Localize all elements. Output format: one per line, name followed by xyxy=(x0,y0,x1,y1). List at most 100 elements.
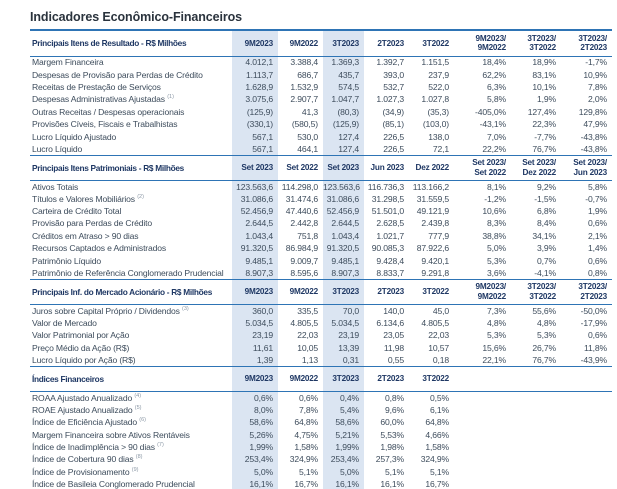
footnote-marker: (7) xyxy=(157,442,164,449)
value-cell xyxy=(561,441,612,453)
column-header: 3T2023 xyxy=(323,278,364,305)
column-header: 2T2023 xyxy=(364,365,409,392)
row-label: Receitas de Prestação de Serviços xyxy=(32,81,161,92)
value-cell: 3.388,4 xyxy=(290,57,318,68)
row-label: Preço Médio da Ação (R$) xyxy=(32,342,130,353)
value-cell: 574,5 xyxy=(323,80,364,94)
value-cell: 49.121,9 xyxy=(416,206,449,217)
table-row: ROAA Ajustado Anualizado (4) 0,6% 0,6% 0,4%… xyxy=(30,391,612,404)
value-cell xyxy=(561,478,612,489)
value-cell: 13,39 xyxy=(323,341,364,354)
value-cell: 23,19 xyxy=(323,329,364,342)
column-header: 3T2023/2T2023 xyxy=(561,278,612,305)
row-label: Créditos em Atraso > 90 dias xyxy=(32,230,139,241)
value-cell: 60,0% xyxy=(380,417,404,428)
value-cell: 58,6% xyxy=(323,415,364,429)
column-header: 9M2023/9M2022 xyxy=(454,31,511,57)
value-cell: 1.027,3 xyxy=(376,94,404,105)
value-cell: 1.628,9 xyxy=(232,80,278,94)
value-cell: 34,1% xyxy=(532,230,556,241)
value-cell: 138,0 xyxy=(428,131,449,142)
value-cell: -17,9% xyxy=(580,317,607,328)
row-label: Lucro Líquido por Ação (R$) xyxy=(32,354,136,365)
value-cell xyxy=(511,428,561,440)
value-cell: 2.644,5 xyxy=(323,217,364,230)
value-cell: 9.485,1 xyxy=(323,254,364,267)
value-cell: 16,1% xyxy=(380,478,404,489)
value-cell: 129,8% xyxy=(578,106,607,117)
value-cell: 10,1% xyxy=(532,81,556,92)
value-cell: 686,7 xyxy=(297,69,318,80)
value-cell: 1.027,8 xyxy=(421,94,449,105)
value-cell: 38,8% xyxy=(482,230,506,241)
value-cell: 91.320,5 xyxy=(232,242,278,255)
table-row: Carteira de Crédito Total 52.456,9 47.440,… xyxy=(30,204,612,218)
column-header xyxy=(454,365,511,392)
row-label: Ativos Totais xyxy=(32,181,79,192)
value-cell: 31.298,5 xyxy=(371,193,404,204)
value-cell: 253,4% xyxy=(232,453,278,466)
value-cell: 0,6% xyxy=(299,392,318,403)
value-cell: 5,1% xyxy=(430,466,449,477)
column-header xyxy=(511,365,561,392)
table-row: Índice de Cobertura 90 dias (8) 253,4% 324… xyxy=(30,453,612,466)
value-cell: 10,9% xyxy=(583,69,607,80)
column-header: Dez 2022 xyxy=(409,154,454,181)
value-cell: 0,6% xyxy=(588,255,607,266)
value-cell: -50,0% xyxy=(580,305,607,316)
table-row: Recursos Captados e Administrados 91.320,… xyxy=(30,242,612,255)
row-label: Provisões Cíveis, Fiscais e Trabalhistas xyxy=(32,119,178,130)
table-row: Juros sobre Capital Próprio / Dividendos… xyxy=(30,304,612,317)
value-cell: 86.984,9 xyxy=(285,243,318,254)
table-row: ROAE Ajustado Anualizado (5) 8,0% 7,8% 5,4%… xyxy=(30,403,612,416)
value-cell: 10,05 xyxy=(297,342,318,353)
row-label: Valor de Mercado xyxy=(32,317,97,328)
table-row: Títulos e Valores Mobiliários (2) 31.086,… xyxy=(30,192,612,205)
row-label: Títulos e Valores Mobiliários (2) xyxy=(32,193,144,204)
value-cell: 127,4 xyxy=(323,130,364,143)
value-cell: 2.442,8 xyxy=(290,218,318,229)
value-cell: 6,8% xyxy=(537,206,556,217)
column-header: Set 2023/Set 2022 xyxy=(454,154,511,181)
value-cell: -43,8% xyxy=(580,143,607,154)
value-cell: 18,9% xyxy=(532,57,556,68)
value-cell: 1.151,5 xyxy=(421,57,449,68)
value-cell: 4,8% xyxy=(487,317,506,328)
section-header-row: Principais Itens de Resultado - R$ Milhõ… xyxy=(30,31,612,57)
value-cell: 2.644,5 xyxy=(232,217,278,230)
value-cell: 31.086,6 xyxy=(323,192,364,205)
value-cell: 26,7% xyxy=(532,342,556,353)
value-cell: 76,7% xyxy=(532,143,556,154)
value-cell: (580,5) xyxy=(291,119,318,130)
value-cell: 31.559,5 xyxy=(416,193,449,204)
footnote-marker: (1) xyxy=(167,94,174,101)
value-cell: 1.047,7 xyxy=(323,93,364,106)
column-header: 9M2022 xyxy=(278,278,323,305)
table-row: Lucro Líquido por Ação (R$) 1,39 1,13 0,31 0… xyxy=(30,353,612,367)
value-cell: 1,58% xyxy=(425,441,449,452)
value-cell: 5,1% xyxy=(299,466,318,477)
row-label: Recursos Captados e Administrados xyxy=(32,243,167,254)
column-header: Set 2022 xyxy=(278,154,323,181)
value-cell: (125,9) xyxy=(323,117,364,131)
column-header: 2T2023 xyxy=(364,278,409,305)
value-cell: 1.043,4 xyxy=(232,229,278,243)
value-cell: 2,1% xyxy=(588,230,607,241)
table-row: Provisões Cíveis, Fiscais e Trabalhistas… xyxy=(30,117,612,131)
value-cell: 58,6% xyxy=(232,415,278,429)
value-cell: 72,1 xyxy=(432,143,449,154)
value-cell: 1.369,3 xyxy=(323,56,364,69)
value-cell xyxy=(561,416,612,428)
value-cell: 8.595,6 xyxy=(290,267,318,278)
table-row: Provisão para Perdas de Crédito 2.644,5 2.… xyxy=(30,217,612,230)
section-header-label: Índices Financeiros xyxy=(30,365,232,392)
value-cell: 5,53% xyxy=(380,429,404,440)
value-cell: 47,9% xyxy=(583,119,607,130)
value-cell: 5,8% xyxy=(487,94,506,105)
value-cell: 226,5 xyxy=(383,131,404,142)
row-label: Provisão para Perdas de Crédito xyxy=(32,218,153,229)
value-cell: 2.628,5 xyxy=(376,218,404,229)
row-label: Patrimônio Líquido xyxy=(32,255,101,266)
value-cell xyxy=(511,416,561,428)
